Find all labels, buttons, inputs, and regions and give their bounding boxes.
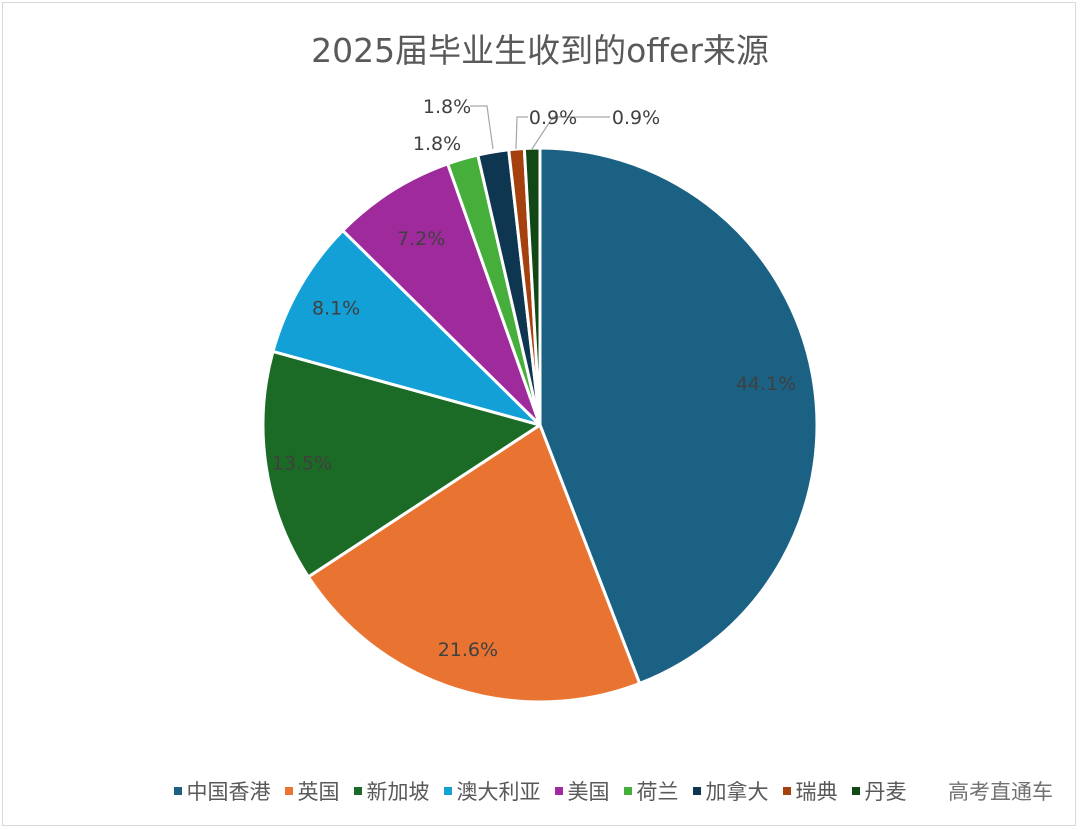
legend-swatch-2 bbox=[284, 787, 293, 795]
legend-item-9: 丹麦 bbox=[851, 776, 907, 806]
legend-item-3: 新加坡 bbox=[353, 776, 430, 806]
data-label-8: 0.9% bbox=[529, 107, 577, 129]
pie-slice-4 bbox=[271, 229, 542, 427]
legend-swatch-8 bbox=[782, 787, 791, 795]
data-label-4: 8.1% bbox=[312, 297, 360, 319]
legend-item-5: 美国 bbox=[554, 776, 610, 806]
pie-slice-3 bbox=[261, 349, 542, 579]
data-label-3: 13.5% bbox=[272, 452, 332, 474]
legend-label-6: 荷兰 bbox=[636, 780, 679, 804]
legend-swatch-4 bbox=[443, 787, 452, 795]
leader-line-7 bbox=[470, 105, 494, 150]
leader-line-8 bbox=[515, 116, 528, 150]
legend-item-2: 英国 bbox=[284, 776, 340, 806]
legend-item-1: 中国香港 bbox=[173, 776, 271, 806]
legend-label-9: 丹麦 bbox=[864, 780, 907, 804]
legend-label-5: 美国 bbox=[567, 780, 610, 804]
legend-label-4: 澳大利亚 bbox=[456, 780, 541, 804]
legend-swatch-6 bbox=[623, 787, 632, 795]
data-label-2: 21.6% bbox=[438, 639, 498, 661]
legend-swatch-9 bbox=[851, 787, 860, 795]
legend-label-7: 加拿大 bbox=[705, 780, 769, 804]
legend-item-8: 瑞典 bbox=[782, 776, 838, 806]
data-label-6: 1.8% bbox=[413, 133, 461, 155]
data-label-1: 44.1% bbox=[736, 373, 796, 395]
leader-line-9 bbox=[531, 116, 610, 150]
pie-slice-2 bbox=[306, 423, 642, 704]
legend-item-6: 荷兰 bbox=[623, 776, 679, 806]
legend-swatch-5 bbox=[554, 787, 563, 795]
data-label-9: 0.9% bbox=[612, 107, 660, 129]
legend-swatch-1 bbox=[173, 787, 182, 795]
legend-swatch-7 bbox=[692, 787, 701, 795]
legend-label-3: 新加坡 bbox=[366, 780, 430, 804]
watermark-text: 高考直通车 bbox=[948, 780, 1053, 804]
chart-title: 2025届毕业生收到的offer来源 bbox=[311, 31, 769, 70]
pie-slice-5 bbox=[341, 162, 542, 427]
legend-label-2: 英国 bbox=[297, 780, 340, 804]
legend-swatch-3 bbox=[353, 787, 362, 795]
pie-slice-1 bbox=[538, 146, 819, 685]
legend-label-1: 中国香港 bbox=[186, 780, 271, 804]
data-label-7: 1.8% bbox=[423, 96, 471, 118]
legend-label-8: 瑞典 bbox=[795, 780, 838, 804]
legend-item-4: 澳大利亚 bbox=[443, 776, 541, 806]
data-label-5: 7.2% bbox=[397, 228, 445, 250]
chart-legend: 中国香港 英国 新加坡 澳大利亚 美国 荷兰 加拿大 瑞典 丹麦 bbox=[0, 776, 1080, 806]
legend-item-7: 加拿大 bbox=[692, 776, 769, 806]
